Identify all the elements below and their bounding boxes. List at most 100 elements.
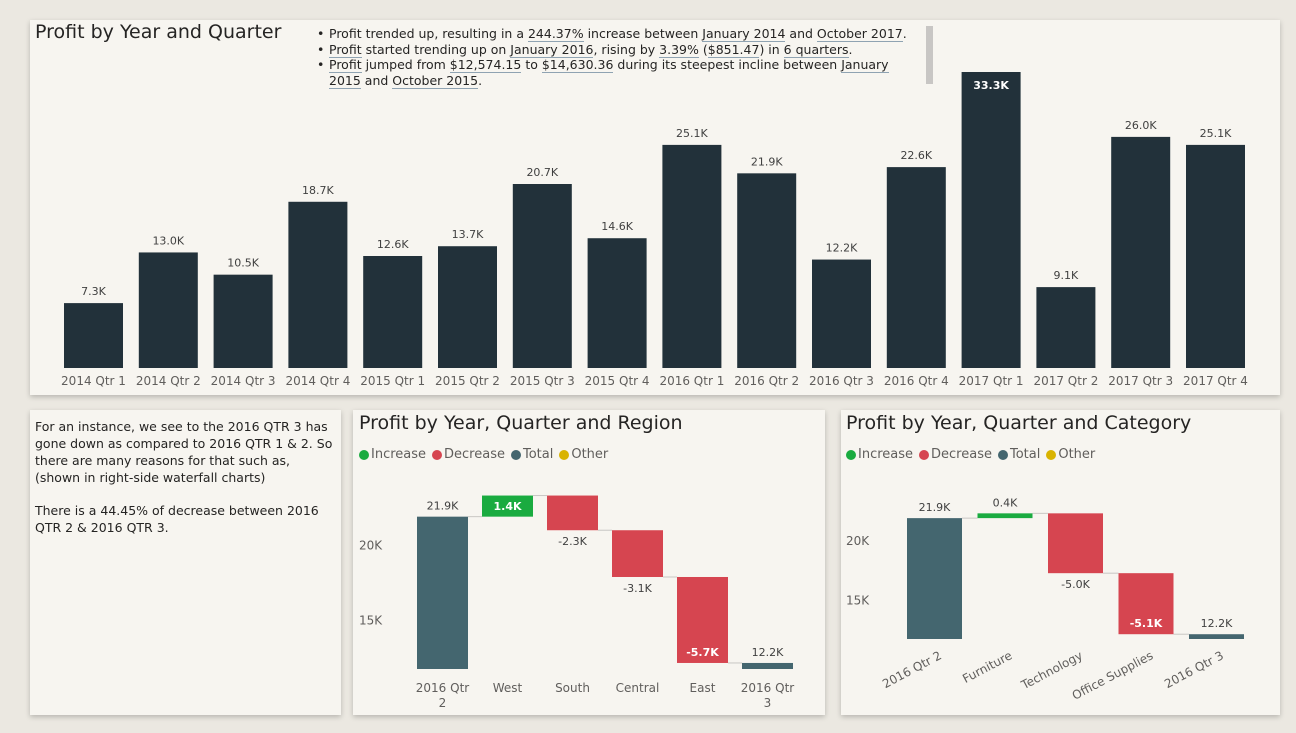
explanation-card: For an instance, we see to the 2016 QTR … — [30, 410, 341, 715]
bar — [662, 144, 722, 368]
legend-total[interactable]: Total — [997, 447, 1041, 462]
total-bar — [417, 516, 468, 669]
legend-increase[interactable]: Increase — [846, 447, 913, 462]
data-label: 33.3K — [973, 79, 1009, 92]
total-bar — [1189, 634, 1244, 639]
data-label: 13.0K — [152, 234, 184, 247]
x-tick-line: 2016 Qtr — [741, 681, 795, 695]
narrative-highlight[interactable]: January 2015 — [329, 57, 889, 89]
narrative-line: Profit started trending up on January 20… — [317, 41, 917, 58]
legend-label: Increase — [858, 447, 914, 462]
data-label: 9.1K — [1054, 269, 1079, 282]
narrative-highlight[interactable]: 3.39% — [659, 41, 699, 58]
narrative-highlight[interactable]: $14,630.36 — [541, 57, 614, 73]
x-tick-line: 2016 Qtr — [416, 681, 470, 695]
bar — [886, 167, 946, 368]
data-label: 21.9K — [751, 155, 783, 168]
chart-title: Profit by Year, Quarter and Category — [846, 412, 1192, 434]
bar-chart: 7.3K 2014 Qtr 1 13.0K 2014 Qtr 2 10.5K 2014 Q… — [61, 72, 1248, 388]
y-tick-label: 20K — [846, 534, 870, 548]
data-label: 7.3K — [81, 285, 106, 298]
legend-label: Decrease — [444, 447, 505, 462]
data-label: 13.7K — [452, 228, 484, 241]
legend-label: Other — [1058, 447, 1096, 462]
increase-dot-icon — [846, 449, 856, 460]
x-tick-label: Central — [616, 681, 660, 695]
y-tick-label: 15K — [846, 594, 870, 608]
chart-title: Profit by Year and Quarter — [35, 21, 282, 43]
bar — [587, 238, 647, 368]
data-label: -5.1K — [1130, 617, 1163, 630]
narrative-highlight[interactable]: $12,574.15 — [449, 57, 522, 73]
data-label: 12.2K — [826, 242, 858, 255]
increase-bar — [482, 495, 533, 517]
decrease-dot-icon — [432, 449, 443, 460]
narrative-highlight[interactable]: 6 quarters — [783, 41, 849, 58]
legend-total[interactable]: Total — [510, 447, 554, 462]
decrease-bar — [1048, 513, 1103, 574]
data-label: 0.4K — [993, 496, 1018, 509]
increase-dot-icon — [359, 449, 369, 460]
x-tick-line: Central — [616, 681, 660, 695]
explanation-text: For an instance, we see to the 2016 QTR … — [35, 418, 335, 552]
legend-increase[interactable]: Increase — [359, 447, 426, 462]
data-label: 12.2K — [752, 646, 784, 659]
legend-other[interactable]: Other — [1046, 447, 1095, 462]
x-tick-label: South — [555, 681, 590, 695]
data-label: 12.2K — [1201, 617, 1233, 630]
x-tick-label: 2015 Qtr 2 — [435, 374, 500, 388]
x-tick-label: 2016 Qtr 3 — [741, 681, 795, 710]
increase-bar — [977, 513, 1033, 519]
narrative-line: Profit jumped from $12,574.15 to $14,630… — [317, 57, 917, 89]
narrative-highlight[interactable]: Profit — [329, 57, 362, 73]
x-tick-label: West — [493, 681, 523, 695]
x-tick-label: 2017 Qtr 3 — [1108, 374, 1173, 388]
category-waterfall-card: Profit by Year, Quarter and Category Inc… — [841, 410, 1280, 715]
narrative-highlight[interactable]: October 2015 — [392, 72, 479, 89]
legend-decrease[interactable]: Decrease — [919, 447, 992, 462]
decrease-bar — [1118, 573, 1174, 635]
narrative-highlight[interactable]: 244.37% — [527, 26, 584, 42]
legend-label: Total — [1009, 447, 1041, 462]
total-bar — [907, 518, 962, 639]
explanation-paragraph-2: There is a 44.45% of decrease between 20… — [35, 503, 319, 535]
narrative-highlight[interactable]: Profit — [329, 41, 362, 58]
narrative-highlight[interactable]: $851.47 — [707, 41, 760, 58]
bar — [1186, 144, 1245, 368]
x-tick-label: East — [690, 681, 716, 695]
x-tick-label: 2014 Qtr 2 — [136, 374, 201, 388]
decrease-bar — [677, 576, 728, 663]
x-tick-label: 2016 Qtr 3 — [1162, 648, 1226, 691]
total-bar — [742, 662, 793, 669]
bar — [64, 303, 123, 368]
legend-other[interactable]: Other — [559, 447, 608, 462]
region-waterfall-card: Profit by Year, Quarter and Region Incre… — [353, 410, 825, 715]
legend-decrease[interactable]: Decrease — [432, 447, 505, 462]
other-dot-icon — [559, 449, 570, 460]
data-label: -2.3K — [558, 535, 587, 548]
narrative-scrollbar[interactable] — [926, 26, 933, 84]
data-label: 25.1K — [676, 127, 708, 140]
chart-title: Profit by Year, Quarter and Region — [359, 412, 683, 434]
bar — [512, 184, 572, 368]
x-tick-line: South — [555, 681, 590, 695]
bar — [812, 259, 871, 368]
profit-by-quarter-card: Profit by Year and Quarter Profit trende… — [30, 20, 1280, 395]
bar — [737, 173, 797, 368]
data-label: 10.5K — [227, 257, 259, 270]
smart-narrative: Profit trended up, resulting in a 244.37… — [317, 26, 917, 89]
legend-label: Increase — [371, 447, 427, 462]
category-waterfall-chart: 15K 20K 21.9K 2016 Qtr 2 0.4K Furniture -5.0K T… — [846, 496, 1244, 703]
data-label: 22.6K — [900, 149, 932, 162]
legend-label: Total — [522, 447, 554, 462]
data-label: 12.6K — [377, 238, 409, 251]
narrative-highlight[interactable]: January 2016 — [510, 41, 594, 58]
x-tick-label: 2014 Qtr 3 — [211, 374, 276, 388]
narrative-highlight[interactable]: October 2017 — [816, 26, 903, 42]
data-label: 20.7K — [526, 166, 558, 179]
bar — [1111, 136, 1171, 368]
data-label: 26.0K — [1125, 119, 1157, 132]
narrative-highlight[interactable]: January 2014 — [702, 26, 786, 42]
x-tick-label: Furniture — [960, 648, 1014, 686]
